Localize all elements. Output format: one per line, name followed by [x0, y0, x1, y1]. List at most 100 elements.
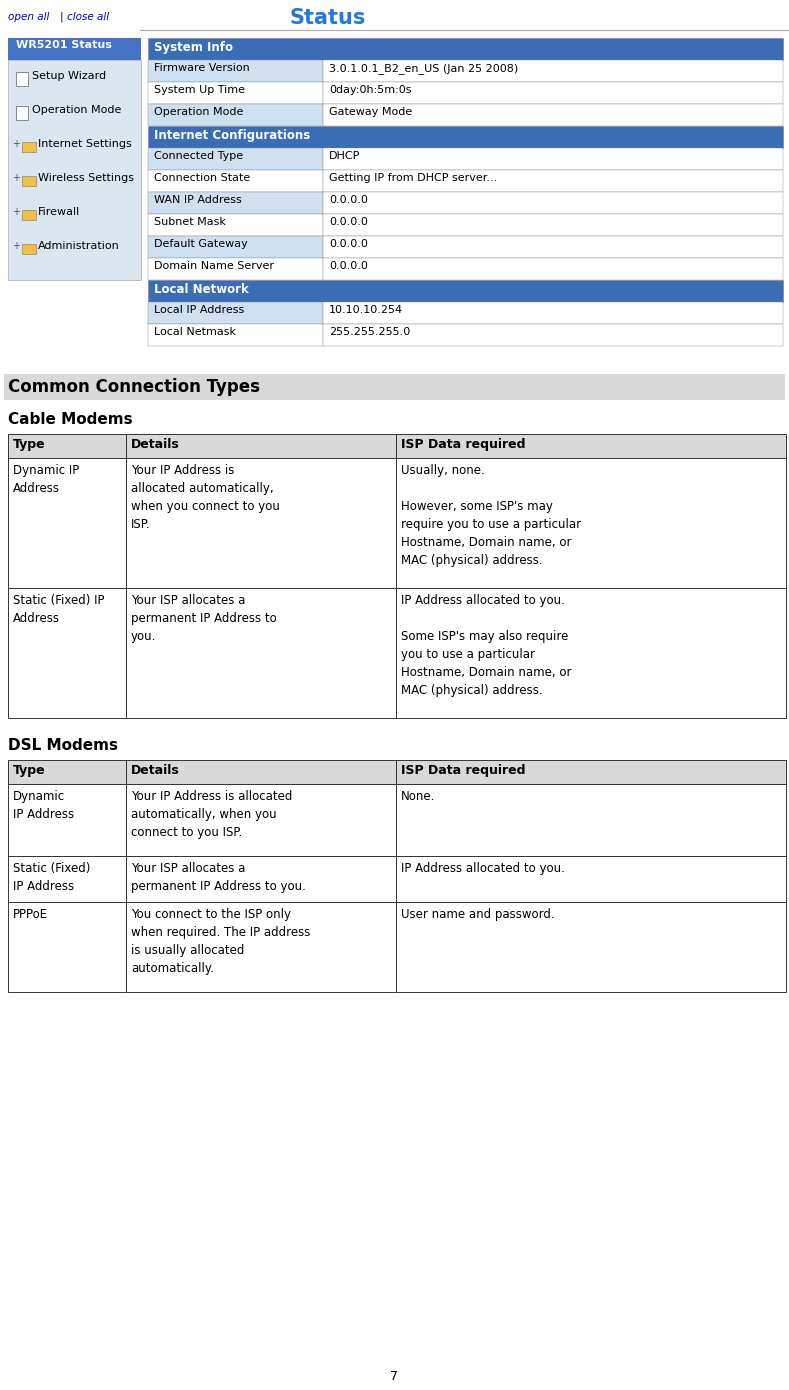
Bar: [8, 588, 126, 719]
Bar: [148, 60, 323, 82]
Bar: [396, 457, 786, 588]
Bar: [22, 210, 36, 220]
Bar: [8, 784, 126, 856]
Text: Local IP Address: Local IP Address: [154, 304, 245, 316]
Text: 10.10.10.254: 10.10.10.254: [329, 304, 403, 316]
Bar: [22, 177, 36, 186]
Bar: [323, 324, 783, 346]
Text: 3.0.1.0.1_B2_en_US (Jan 25 2008): 3.0.1.0.1_B2_en_US (Jan 25 2008): [329, 63, 518, 74]
Text: Dynamic
IP Address: Dynamic IP Address: [13, 790, 74, 821]
Bar: [8, 38, 141, 60]
Text: Connection State: Connection State: [154, 172, 250, 183]
Text: IP Address allocated to you.

Some ISP's may also require
you to use a particula: IP Address allocated to you. Some ISP's …: [401, 594, 571, 696]
Bar: [126, 856, 396, 902]
Text: Your IP Address is
allocated automatically,
when you connect to you
ISP.: Your IP Address is allocated automatical…: [131, 464, 280, 531]
Bar: [323, 104, 783, 126]
Text: 0.0.0.0: 0.0.0.0: [329, 195, 368, 204]
Text: 0day:0h:5m:0s: 0day:0h:5m:0s: [329, 85, 412, 95]
Bar: [323, 259, 783, 279]
Bar: [323, 302, 783, 324]
Text: None.: None.: [401, 790, 436, 803]
Bar: [8, 434, 126, 457]
Text: Dynamic IP
Address: Dynamic IP Address: [13, 464, 79, 495]
Bar: [22, 245, 36, 254]
Text: Operation Mode: Operation Mode: [154, 107, 243, 117]
Bar: [126, 760, 396, 784]
Bar: [126, 434, 396, 457]
Bar: [323, 60, 783, 82]
Text: Administration: Administration: [38, 240, 120, 252]
Text: Your ISP allocates a
permanent IP Address to you.: Your ISP allocates a permanent IP Addres…: [131, 862, 306, 892]
Bar: [323, 192, 783, 214]
Text: open all: open all: [8, 13, 50, 22]
Bar: [148, 147, 323, 170]
Text: WR5201 Status: WR5201 Status: [16, 40, 112, 50]
Bar: [323, 214, 783, 236]
Bar: [148, 236, 323, 259]
Bar: [16, 106, 28, 120]
Bar: [16, 72, 28, 86]
Bar: [8, 760, 126, 784]
Text: Your ISP allocates a
permanent IP Address to
you.: Your ISP allocates a permanent IP Addres…: [131, 594, 277, 644]
Text: Operation Mode: Operation Mode: [32, 106, 122, 115]
Text: +: +: [12, 172, 20, 183]
Text: Local Network: Local Network: [154, 284, 249, 296]
Text: 0.0.0.0: 0.0.0.0: [329, 261, 368, 271]
Text: Details: Details: [131, 438, 180, 450]
Text: Internet Configurations: Internet Configurations: [154, 129, 310, 142]
Bar: [148, 104, 323, 126]
Text: 7: 7: [390, 1371, 398, 1383]
Bar: [148, 126, 783, 147]
Text: 255.255.255.0: 255.255.255.0: [329, 327, 410, 336]
Bar: [148, 279, 783, 302]
Bar: [323, 236, 783, 259]
Text: ISP Data required: ISP Data required: [401, 438, 525, 450]
Text: IP Address allocated to you.: IP Address allocated to you.: [401, 862, 565, 874]
Text: Static (Fixed)
IP Address: Static (Fixed) IP Address: [13, 862, 91, 892]
Bar: [148, 324, 323, 346]
Text: Type: Type: [13, 765, 46, 777]
Bar: [126, 588, 396, 719]
Bar: [148, 38, 783, 60]
Text: WAN IP Address: WAN IP Address: [154, 195, 241, 204]
Bar: [8, 457, 126, 588]
Bar: [126, 902, 396, 992]
Bar: [4, 374, 785, 400]
Text: Default Gateway: Default Gateway: [154, 239, 248, 249]
Text: 0.0.0.0: 0.0.0.0: [329, 239, 368, 249]
Bar: [323, 170, 783, 192]
Text: Cable Modems: Cable Modems: [8, 411, 133, 427]
Text: User name and password.: User name and password.: [401, 908, 555, 922]
Text: +: +: [12, 207, 20, 217]
Bar: [8, 856, 126, 902]
Text: Subnet Mask: Subnet Mask: [154, 217, 226, 227]
Bar: [396, 902, 786, 992]
Text: Status: Status: [290, 8, 366, 28]
Text: |: |: [60, 13, 64, 22]
Bar: [396, 784, 786, 856]
Bar: [396, 760, 786, 784]
Bar: [148, 192, 323, 214]
Text: ISP Data required: ISP Data required: [401, 765, 525, 777]
Bar: [126, 457, 396, 588]
Text: System Up Time: System Up Time: [154, 85, 245, 95]
Bar: [323, 82, 783, 104]
Text: Static (Fixed) IP
Address: Static (Fixed) IP Address: [13, 594, 104, 626]
Text: Setup Wizard: Setup Wizard: [32, 71, 107, 81]
Bar: [148, 259, 323, 279]
Text: 0.0.0.0: 0.0.0.0: [329, 217, 368, 227]
Bar: [8, 902, 126, 992]
Text: close all: close all: [67, 13, 109, 22]
Text: Usually, none.

However, some ISP's may
require you to use a particular
Hostname: Usually, none. However, some ISP's may r…: [401, 464, 581, 567]
Text: Common Connection Types: Common Connection Types: [8, 378, 260, 396]
Bar: [148, 170, 323, 192]
Bar: [126, 784, 396, 856]
Text: Firewall: Firewall: [38, 207, 80, 217]
Text: +: +: [12, 240, 20, 252]
Bar: [148, 302, 323, 324]
Bar: [396, 434, 786, 457]
Text: Connected Type: Connected Type: [154, 152, 243, 161]
Text: DHCP: DHCP: [329, 152, 361, 161]
Text: Internet Settings: Internet Settings: [38, 139, 132, 149]
Text: Firmware Version: Firmware Version: [154, 63, 250, 74]
